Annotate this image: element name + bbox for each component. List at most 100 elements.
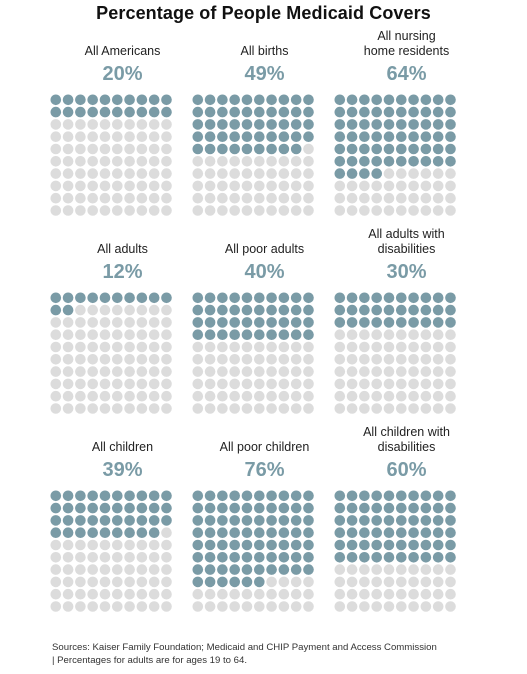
waffle-dot-empty bbox=[334, 329, 346, 340]
waffle-dot-filled bbox=[254, 552, 265, 563]
waffle-dot-empty bbox=[445, 168, 456, 179]
waffle-dot-filled bbox=[50, 515, 62, 526]
waffle-dot-empty bbox=[346, 403, 358, 414]
waffle-dot-empty bbox=[217, 390, 228, 402]
waffle-dot-empty bbox=[50, 156, 62, 167]
waffle-dot-filled bbox=[266, 552, 277, 563]
waffle-dot-filled bbox=[290, 329, 302, 340]
waffle-dot-empty bbox=[161, 539, 172, 551]
waffle-dot-filled bbox=[241, 292, 253, 304]
waffle-dot-filled bbox=[254, 94, 265, 106]
waffle-dot-filled bbox=[204, 317, 216, 328]
waffle-dot-empty bbox=[290, 378, 302, 390]
waffle-dot-empty bbox=[75, 329, 86, 340]
waffle-dot-empty bbox=[124, 601, 135, 612]
waffle-dot-filled bbox=[445, 515, 456, 526]
waffle-dot-filled bbox=[290, 317, 302, 328]
waffle-dot-filled bbox=[303, 329, 314, 340]
waffle-dot-filled bbox=[334, 156, 346, 167]
waffle-dot-filled bbox=[396, 515, 407, 526]
waffle-dot-empty bbox=[148, 403, 160, 414]
waffle-dot-empty bbox=[278, 366, 290, 377]
waffle-dot-empty bbox=[112, 304, 123, 316]
waffle-dot-empty bbox=[62, 576, 74, 588]
panel-percent: 76% bbox=[244, 459, 285, 481]
waffle-dot-empty bbox=[278, 378, 290, 390]
waffle-dot-empty bbox=[112, 168, 123, 179]
waffle-dot-empty bbox=[334, 180, 346, 192]
waffle-dot-empty bbox=[75, 354, 86, 365]
waffle-dot-empty bbox=[278, 180, 290, 192]
waffle-dot-empty bbox=[50, 539, 62, 551]
waffle-dot-filled bbox=[383, 131, 395, 142]
waffle-dot-filled bbox=[99, 292, 111, 304]
waffle-dot-empty bbox=[303, 168, 314, 179]
waffle-dot-empty bbox=[371, 192, 382, 204]
panel-percent: 64% bbox=[386, 63, 427, 85]
waffle-dot-filled bbox=[359, 527, 370, 538]
waffle-dot-filled bbox=[445, 292, 456, 304]
waffle-dot-empty bbox=[383, 403, 395, 414]
waffle-dot-empty bbox=[229, 156, 240, 167]
waffle-dot-empty bbox=[278, 601, 290, 612]
waffle-dot-filled bbox=[359, 94, 370, 106]
waffle-dot-filled bbox=[303, 515, 314, 526]
waffle-dot-empty bbox=[161, 354, 172, 365]
waffle-dot-filled bbox=[217, 552, 228, 563]
waffle-dot-filled bbox=[278, 490, 290, 502]
waffle-dot-filled bbox=[204, 131, 216, 142]
waffle-dot-empty bbox=[124, 317, 135, 328]
waffle-dot-filled bbox=[346, 143, 358, 155]
waffle-dot-filled bbox=[371, 94, 382, 106]
waffle-dot-empty bbox=[371, 564, 382, 575]
waffle-dot-empty bbox=[290, 168, 302, 179]
waffle-dot-filled bbox=[112, 527, 123, 538]
waffle-dot-empty bbox=[359, 564, 370, 575]
waffle-dot-filled bbox=[371, 143, 382, 155]
waffle-dot-empty bbox=[136, 341, 148, 353]
waffle-dot-empty bbox=[241, 403, 253, 414]
waffle-dot-filled bbox=[192, 119, 204, 130]
waffle-dot-filled bbox=[241, 131, 253, 142]
waffle-dot-empty bbox=[303, 390, 314, 402]
waffle-dot-empty bbox=[62, 378, 74, 390]
waffle-dot-empty bbox=[217, 205, 228, 216]
waffle-dot-empty bbox=[278, 341, 290, 353]
waffle-dot-filled bbox=[432, 131, 444, 142]
waffle-dot-filled bbox=[124, 292, 135, 304]
waffle-dot-empty bbox=[62, 192, 74, 204]
waffle-dot-filled bbox=[229, 119, 240, 130]
waffle-dot-empty bbox=[50, 576, 62, 588]
waffle-dot-filled bbox=[408, 156, 419, 167]
waffle-dot-filled bbox=[303, 106, 314, 118]
waffle-dot-empty bbox=[266, 366, 277, 377]
waffle-dot-filled bbox=[408, 94, 419, 106]
waffle-dot-filled bbox=[112, 490, 123, 502]
waffle-dot-empty bbox=[136, 156, 148, 167]
waffle-dot-filled bbox=[254, 539, 265, 551]
waffle-dot-empty bbox=[161, 390, 172, 402]
waffle-dot-filled bbox=[229, 106, 240, 118]
waffle-dot-filled bbox=[229, 564, 240, 575]
waffle-dot-filled bbox=[161, 292, 172, 304]
waffle-dot-empty bbox=[50, 378, 62, 390]
waffle-dot-empty bbox=[75, 576, 86, 588]
waffle-dot-empty bbox=[432, 341, 444, 353]
waffle-dot-empty bbox=[359, 378, 370, 390]
waffle-dot-empty bbox=[432, 564, 444, 575]
waffle-dot-filled bbox=[50, 527, 62, 538]
waffle-dot-filled bbox=[432, 304, 444, 316]
waffle-dot-filled bbox=[278, 131, 290, 142]
waffle-dot-empty bbox=[359, 403, 370, 414]
waffle-dot-empty bbox=[278, 168, 290, 179]
waffle-dot-filled bbox=[254, 143, 265, 155]
waffle-dot-empty bbox=[192, 601, 204, 612]
waffle-dot-filled bbox=[278, 317, 290, 328]
waffle-dot-empty bbox=[99, 329, 111, 340]
waffle-dot-filled bbox=[383, 156, 395, 167]
waffle-dot-filled bbox=[112, 292, 123, 304]
waffle-dot-filled bbox=[371, 490, 382, 502]
waffle-dot-empty bbox=[112, 366, 123, 377]
waffle-dot-filled bbox=[87, 292, 98, 304]
waffle-dot-filled bbox=[420, 292, 432, 304]
